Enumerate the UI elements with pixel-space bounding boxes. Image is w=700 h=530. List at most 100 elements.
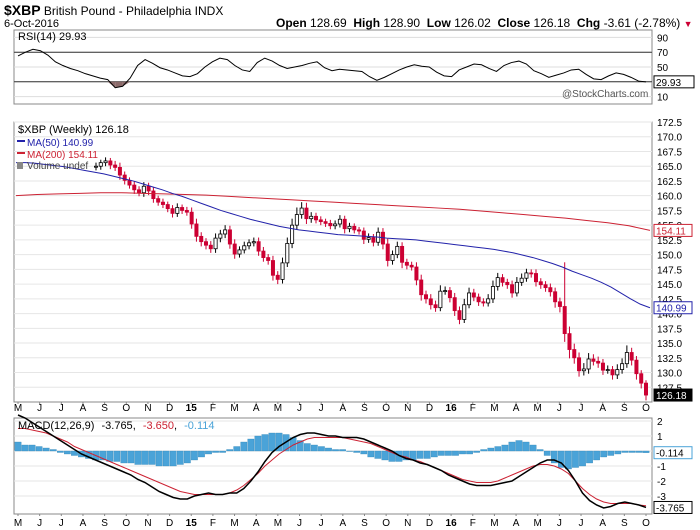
candle-body	[275, 274, 280, 280]
macd-histogram-bar	[141, 450, 149, 465]
candle-body	[357, 229, 362, 232]
candle	[108, 157, 113, 170]
open-value: 128.69	[310, 16, 347, 30]
macd-tick-label: 2	[657, 417, 663, 428]
candle	[156, 195, 161, 206]
price-xaxis-label: A	[80, 403, 87, 414]
candle	[548, 283, 553, 297]
macd-histogram-bar	[607, 450, 615, 456]
candle	[634, 356, 639, 380]
candle-body	[395, 245, 400, 256]
macd-xaxis-label: N	[404, 518, 411, 529]
candle	[151, 187, 156, 203]
macd-histogram-bar	[628, 450, 636, 453]
candle-body	[318, 219, 323, 223]
price-xaxis-label: M	[490, 403, 498, 414]
macd-histogram-bar	[522, 441, 530, 452]
macd-histogram-bar	[198, 450, 205, 458]
macd-histogram-bar	[501, 444, 509, 452]
candle	[261, 246, 266, 262]
chart-header: $XBP British Pound - Philadelphia INDX	[4, 2, 223, 18]
candle	[94, 162, 99, 171]
price-xaxis-label: S	[361, 403, 368, 414]
macd-histogram-bar	[480, 449, 488, 452]
ma200-last-value: 154.11	[656, 226, 686, 237]
candle	[103, 157, 108, 167]
rsi-last-value: 29.93	[656, 78, 681, 89]
candle-body	[290, 224, 295, 244]
price-xaxis-label: J	[319, 403, 324, 414]
candle-body	[419, 279, 424, 296]
macd-xaxis-label: M	[230, 518, 238, 529]
candle	[514, 277, 519, 297]
macd-xaxis-label: F	[470, 518, 476, 529]
volume-legend-label: Volume undef	[27, 161, 88, 172]
candle	[304, 202, 309, 224]
candle	[227, 225, 232, 249]
macd-xaxis-label: N	[144, 518, 151, 529]
macd-histogram-bar	[106, 450, 114, 462]
candle-body	[610, 369, 615, 376]
candle-body	[256, 241, 261, 252]
candle-body	[438, 290, 443, 309]
macd-histogram-bar	[494, 446, 502, 452]
macd-xaxis-label: J	[579, 518, 584, 529]
macd-histogram-bar	[42, 447, 50, 452]
candle	[500, 274, 505, 287]
candle	[122, 171, 127, 185]
macd-xaxis-label: A	[599, 518, 606, 529]
macd-histogram-bar	[459, 450, 466, 455]
price-tick-label: 170.0	[657, 133, 682, 144]
candle	[433, 300, 438, 312]
candle-body	[510, 284, 515, 294]
macd-histogram-bar	[71, 450, 78, 456]
candle	[313, 212, 318, 224]
price-tick-label: 135.0	[657, 339, 682, 350]
candle-body	[285, 243, 290, 264]
candle	[510, 280, 515, 298]
macd-histogram-bar	[473, 450, 480, 453]
candle-body	[194, 223, 199, 237]
macd-xaxis-label: 15	[186, 518, 198, 529]
candle-body	[294, 214, 299, 226]
candle	[137, 186, 142, 197]
macd-xaxis-label: A	[253, 518, 260, 529]
macd-xaxis-label: F	[210, 518, 216, 529]
price-xaxis-label: A	[599, 403, 606, 414]
ma-legend: MA(50) 140.99 MA(200) 154.11 Volume unde…	[17, 138, 98, 172]
price-xaxis-label: 15	[186, 403, 198, 414]
macd-histogram-bar	[226, 449, 234, 452]
candle-body	[505, 281, 510, 286]
price-tick-label: 160.0	[657, 192, 682, 203]
price-last-value: 126.18	[656, 391, 687, 402]
candle-body	[409, 264, 414, 268]
candle-body	[352, 225, 357, 231]
down-arrow-icon: ▼	[683, 19, 693, 29]
candle	[165, 201, 170, 213]
macd-xaxis-label: J	[557, 518, 562, 529]
macd-hist-last-value: -0.114	[656, 449, 684, 460]
macd-xaxis-label: J	[37, 518, 42, 529]
candle	[299, 202, 304, 219]
candle-body	[337, 218, 342, 225]
candle-body	[543, 284, 548, 289]
rsi-oversold-fill	[122, 81, 131, 87]
macd-histogram-bar	[381, 450, 389, 461]
candle	[457, 306, 462, 325]
macd-histogram-bar	[600, 450, 607, 458]
candle	[581, 363, 586, 376]
price-xaxis-label: S	[621, 403, 628, 414]
macd-histogram-bar	[318, 446, 325, 452]
candle	[242, 241, 247, 254]
candle	[390, 250, 395, 265]
macd-xaxis-label: S	[361, 518, 368, 529]
candle-body	[639, 373, 644, 384]
candle	[610, 366, 615, 380]
macd-histogram-bar	[191, 450, 198, 461]
price-tick-label: 172.5	[657, 118, 682, 129]
candle-body	[223, 229, 228, 235]
macd-histogram-bar	[268, 432, 276, 452]
price-xaxis-label: J	[59, 403, 64, 414]
symbol: $XBP	[4, 2, 41, 18]
candle-body	[213, 237, 218, 250]
